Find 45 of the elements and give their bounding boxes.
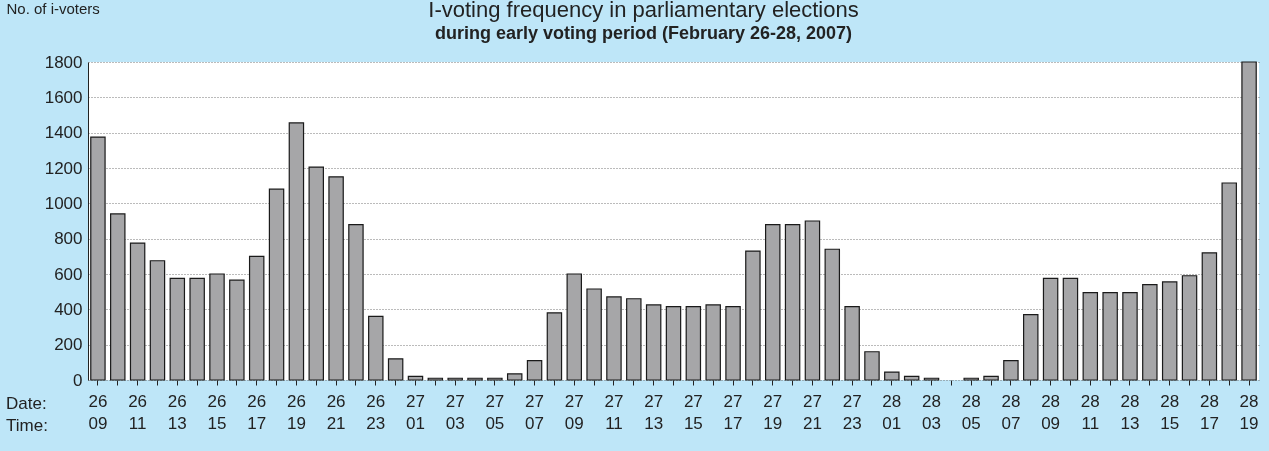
x-tick-label: 26 23 xyxy=(366,391,386,433)
y-tick-label: 600 xyxy=(54,264,83,284)
x-tick-label: 27 23 xyxy=(842,391,862,433)
x-tick-label: 27 01 xyxy=(406,391,425,433)
x-tick-label: 28 09 xyxy=(1041,391,1061,433)
x-tick-label: 26 09 xyxy=(88,391,108,433)
x-tick-label: 28 17 xyxy=(1199,391,1219,433)
x-tick-label: 28 01 xyxy=(882,391,902,433)
y-axis-title: No. of i-voters xyxy=(6,0,100,17)
x-tick-label: 27 07 xyxy=(525,391,545,433)
y-tick-label: 1200 xyxy=(44,158,83,178)
x-tick-label: 26 19 xyxy=(286,391,306,433)
y-tick-label: 1000 xyxy=(44,193,83,213)
y-tick-label: 1400 xyxy=(44,123,83,143)
x-tick-label: 27 11 xyxy=(604,391,624,433)
x-tick-label: 27 03 xyxy=(445,391,465,433)
x-tick-label: 26 17 xyxy=(247,391,267,433)
x-tick-label: 26 13 xyxy=(167,391,187,433)
x-tick-label: 28 05 xyxy=(961,391,981,433)
x-tick-label: 28 11 xyxy=(1080,391,1100,433)
x-tick-label: 28 15 xyxy=(1160,391,1180,433)
x-tick-label: 27 19 xyxy=(763,391,783,433)
y-tick-label: 200 xyxy=(54,335,83,355)
text: Time: xyxy=(6,416,48,435)
y-tick-label: 0 xyxy=(73,370,83,390)
x-tick-label: 28 13 xyxy=(1120,391,1140,433)
text: Date: xyxy=(6,394,47,413)
chart-subtitle: during early voting period (February 26-28, 2007) xyxy=(434,23,853,43)
x-tick-label: 26 15 xyxy=(207,391,227,433)
x-tick-label: 26 21 xyxy=(326,391,346,433)
x-tick-label: 27 15 xyxy=(683,391,703,433)
x-tick-label: 27 21 xyxy=(802,391,822,433)
x-tick-label: 26 11 xyxy=(128,391,148,433)
x-tick-label: 27 13 xyxy=(644,391,664,433)
y-tick-label: 400 xyxy=(54,299,83,319)
x-tick-label: 28 07 xyxy=(1001,391,1021,433)
y-tick-label: 1600 xyxy=(44,87,83,107)
x-tick-label: 27 05 xyxy=(485,391,505,433)
y-tick-label: 1800 xyxy=(44,52,83,72)
x-tick-label: 28 03 xyxy=(922,391,941,433)
x-tick-label: 27 17 xyxy=(723,391,743,433)
x-tick-label: 28 19 xyxy=(1239,391,1259,433)
chart-title: I-voting frequency in parliamentary elections xyxy=(428,0,859,22)
x-tick-label: 27 09 xyxy=(564,391,584,433)
y-tick-label: 800 xyxy=(54,229,83,249)
